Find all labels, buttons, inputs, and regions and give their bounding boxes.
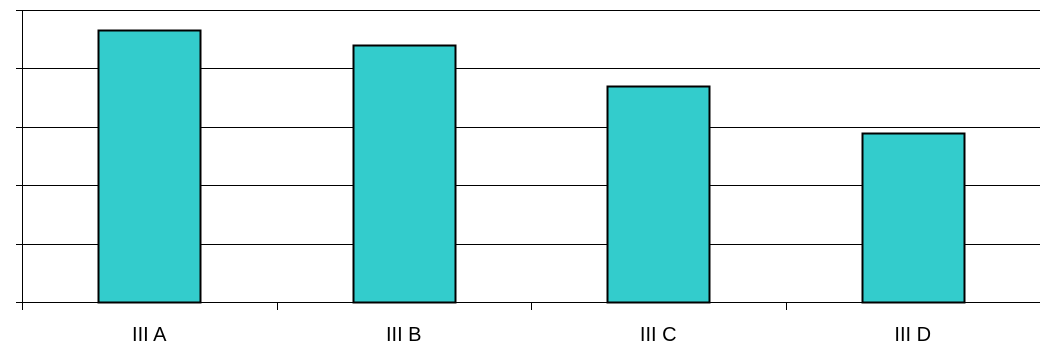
bars [97,29,966,304]
x-tick-label: III B [386,324,422,346]
bar [97,29,202,304]
axis-ticks [16,10,787,310]
bar [606,85,711,304]
x-tick-labels: III A III B III C III D [132,324,931,346]
bar [861,132,966,304]
bar [352,44,457,304]
x-tick-label: III C [640,324,677,346]
x-tick-label: III D [894,324,931,346]
x-tick-label: III A [132,324,167,346]
